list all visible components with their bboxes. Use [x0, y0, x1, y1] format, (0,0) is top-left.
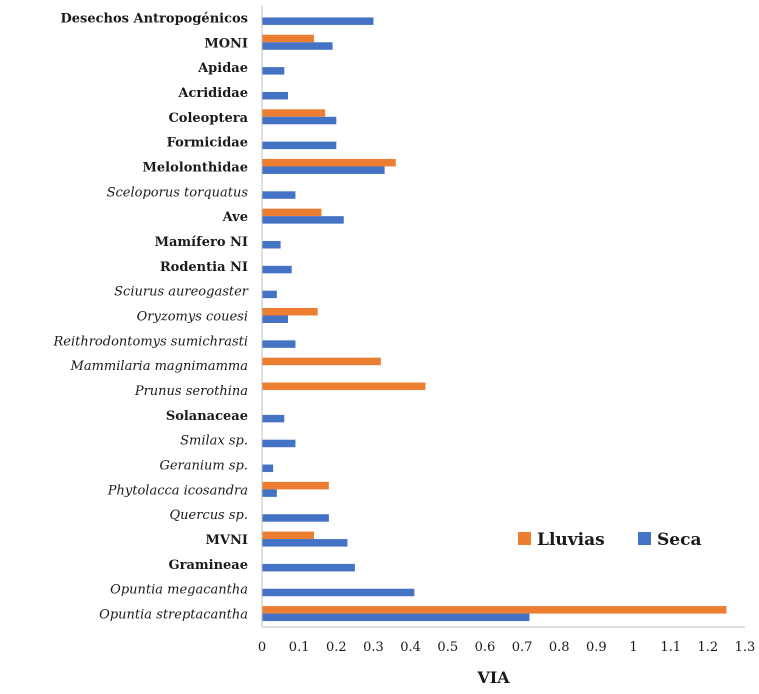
x-tick-labels: 0 0.1 0.2 0.3 0.4 0.5 0.6 0.7 0.8 0.9 1 1.1 1.2 1.3 — [258, 640, 755, 655]
legend-swatch-seca — [638, 532, 651, 545]
bar-seca-7 — [262, 191, 296, 199]
category-label: Quercus sp. — [169, 508, 248, 523]
x-axis-title: VIA — [476, 668, 510, 687]
category-label: Mamífero NI — [155, 235, 248, 250]
category-label: Melolonthidae — [142, 160, 248, 175]
category-label: Mammilaria magnimamma — [70, 359, 248, 374]
x-tick-label: 0.9 — [586, 640, 607, 655]
legend-label-lluvias: Lluvias — [537, 530, 605, 550]
x-tick-label: 1 — [629, 640, 637, 655]
legend: Lluvias Seca — [518, 530, 701, 550]
bar-seca-5 — [262, 141, 337, 150]
bar-seca-3 — [262, 91, 289, 100]
bar-lluvias-6 — [262, 158, 396, 167]
bar-seca-22 — [262, 563, 355, 572]
category-label: Rodentia NI — [160, 260, 248, 275]
category-label: Solanaceae — [166, 409, 248, 424]
category-label: Smilax sp. — [180, 434, 248, 449]
bar-seca-17 — [262, 439, 296, 448]
category-label: Sceloporus torquatus — [107, 185, 249, 200]
category-label: Ave — [222, 210, 248, 225]
x-tick-label: 0.7 — [512, 640, 533, 655]
x-tick-label: 0.3 — [363, 640, 384, 655]
category-label: Coleoptera — [168, 111, 248, 126]
category-label: Gramineae — [169, 558, 249, 573]
x-tick-label: 0.2 — [326, 640, 347, 655]
legend-label-seca: Seca — [657, 530, 701, 550]
category-label: MVNI — [206, 533, 248, 548]
x-tick-label: 0.4 — [400, 640, 421, 655]
bar-lluvias-15 — [262, 382, 426, 391]
x-tick-label: 0.5 — [437, 640, 458, 655]
bar-seca-2 — [262, 67, 285, 75]
bar-lluvias-12 — [262, 308, 318, 316]
category-label: Opuntia megacantha — [110, 583, 248, 598]
x-tick-label: 1.3 — [735, 640, 756, 655]
bar-seca-20 — [262, 514, 329, 522]
legend-swatch-lluvias — [518, 532, 531, 545]
x-tick-label: 0.6 — [475, 640, 496, 655]
bar-seca-23 — [262, 588, 415, 597]
bar-seca-4 — [262, 116, 337, 125]
bar-lluvias-1 — [262, 34, 315, 43]
category-label: Desechos Antropogénicos — [61, 11, 249, 26]
bar-lluvias-14 — [262, 357, 381, 366]
category-label: Apidae — [197, 61, 248, 76]
x-tick-label: 0 — [258, 640, 266, 655]
category-label: Acrididae — [177, 86, 248, 101]
category-label: Geranium sp. — [159, 459, 248, 474]
category-label: Sciurus aureogaster — [114, 285, 249, 300]
category-label: Reithrodontomys sumichrasti — [52, 334, 248, 349]
bar-seca-6 — [262, 166, 385, 174]
x-tick-label: 1.2 — [698, 640, 719, 655]
x-tick-label: 0.1 — [289, 640, 310, 655]
category-label: MONI — [204, 36, 248, 51]
category-labels: Desechos Antropogénicos MONI Apidae Acridid… — [52, 11, 248, 622]
bar-seca-18 — [262, 464, 274, 473]
bar-seca-12 — [262, 315, 289, 323]
bar-lluvias-8 — [262, 208, 322, 217]
bar-seca-13 — [262, 340, 296, 348]
x-tick-label: 0.8 — [549, 640, 570, 655]
bar-seca-21 — [262, 539, 348, 547]
bar-lluvias-21 — [262, 531, 315, 540]
bar-seca-9 — [262, 240, 281, 249]
bar-lluvias-19 — [262, 481, 329, 490]
bar-seca-8 — [262, 216, 344, 224]
bar-seca-10 — [262, 265, 292, 274]
bar-seca-16 — [262, 414, 285, 423]
category-label: Formicidae — [167, 136, 248, 151]
bar-lluvias-24 — [262, 606, 727, 614]
bar-seca-19 — [262, 489, 277, 497]
bar-seca-1 — [262, 42, 333, 50]
bar-seca-0 — [262, 17, 374, 25]
category-label: Phytolacca icosandra — [107, 483, 248, 498]
bar-seca-24 — [262, 613, 530, 622]
x-tick-label: 1.1 — [660, 640, 681, 655]
bars-layer — [262, 17, 727, 622]
bar-lluvias-4 — [262, 109, 326, 117]
category-label: Prunus serothina — [134, 384, 248, 399]
category-label: Oryzomys couesi — [137, 310, 248, 325]
category-label: Opuntia streptacantha — [99, 608, 248, 623]
bar-seca-11 — [262, 290, 277, 299]
